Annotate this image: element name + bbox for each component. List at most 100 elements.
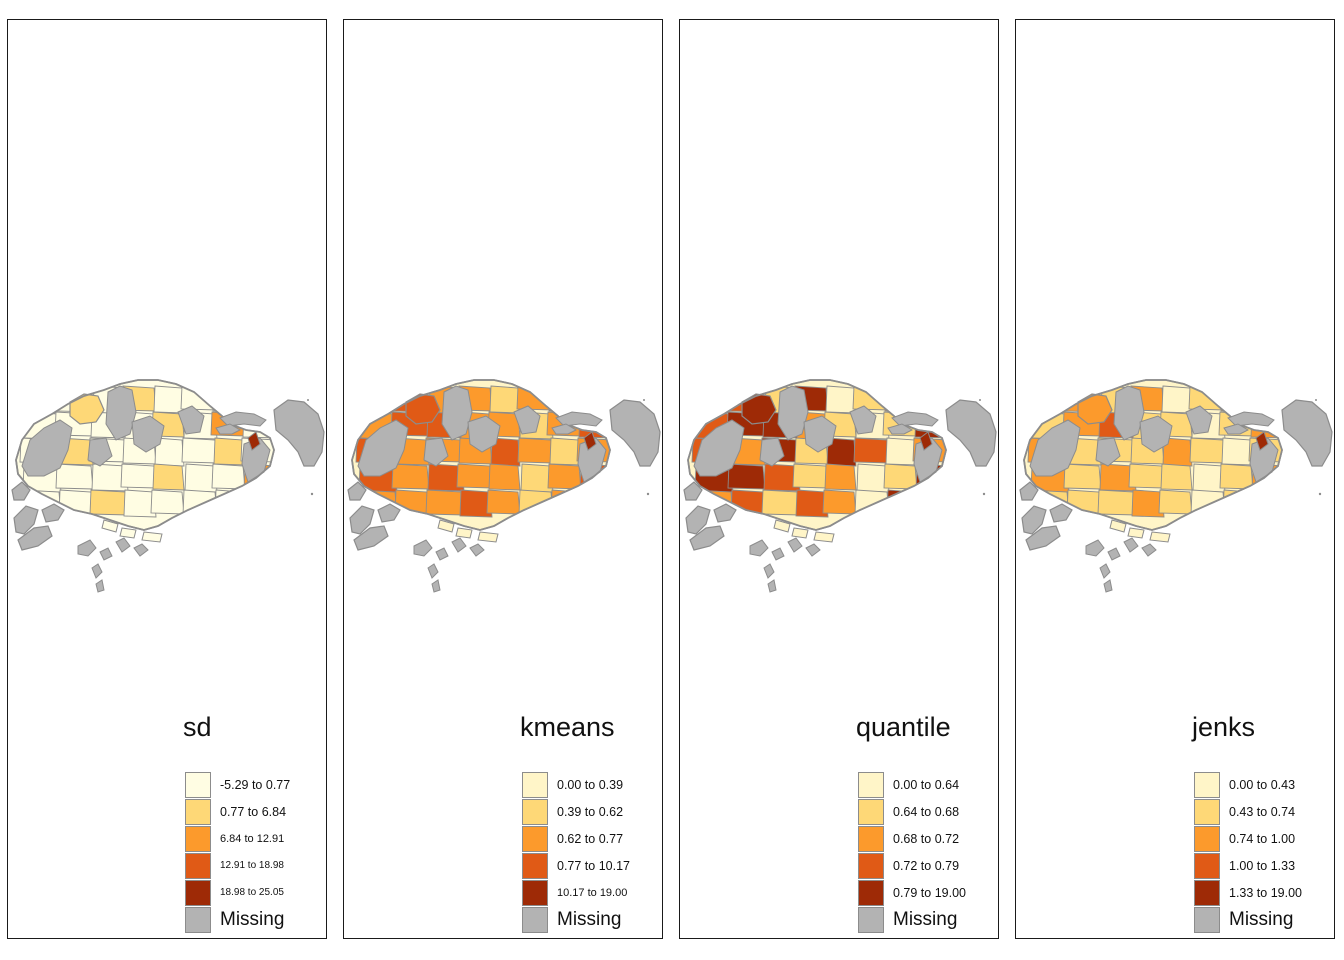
subzone (1063, 463, 1102, 490)
legend-item: 0.77 to 6.84 (185, 799, 325, 826)
islet (215, 423, 242, 435)
missing-subzone (693, 419, 745, 477)
legend-item-missing: Missing (858, 907, 998, 934)
legend-label: 0.77 to 10.17 (557, 859, 630, 873)
subzone (154, 437, 185, 467)
subzone (824, 463, 857, 491)
legend-swatch (522, 799, 548, 825)
subzone-northwest (405, 393, 441, 425)
subzone (120, 463, 157, 489)
subzone-east (247, 431, 261, 451)
changi-area (609, 399, 661, 467)
legend-label: 0.00 to 0.39 (557, 778, 624, 792)
subzone (1160, 463, 1193, 491)
islet (891, 411, 939, 427)
subzone (123, 489, 157, 518)
legend-label: 0.43 to 0.74 (1229, 805, 1296, 819)
legend-title: kmeans (520, 712, 615, 742)
tiny-islet (310, 492, 314, 496)
subzone-east (919, 431, 933, 451)
tiny-islet (646, 492, 650, 496)
legend-swatch (858, 772, 884, 798)
legend-item: 0.74 to 1.00 (1194, 826, 1334, 853)
legend-swatch (858, 826, 884, 852)
legend-label: 0.62 to 0.77 (557, 832, 624, 846)
islet (763, 563, 775, 579)
western-island (41, 503, 65, 523)
subzone (1131, 489, 1165, 518)
legend-swatch (858, 880, 884, 906)
legend-item: 0.00 to 0.39 (522, 772, 662, 799)
islet (767, 579, 777, 593)
legend-swatch (1194, 880, 1220, 906)
missing-subzone (21, 419, 73, 477)
subzone (548, 385, 582, 413)
southern-wharf (455, 527, 473, 539)
subzone (459, 489, 493, 518)
legend-label: -5.29 to 0.77 (220, 778, 291, 792)
southern-wharf (813, 531, 835, 543)
missing-subzone (1185, 405, 1213, 435)
missing-subzone (1139, 415, 1173, 453)
subzone (517, 437, 554, 464)
islet (551, 423, 578, 435)
legend-label: 1.00 to 1.33 (1229, 859, 1296, 873)
legend-label-missing: Missing (557, 909, 622, 930)
legend-item-missing: Missing (522, 907, 662, 934)
legend-item: 0.72 to 0.79 (858, 853, 998, 880)
islet (1223, 423, 1250, 435)
legend-item-missing: Missing (1194, 907, 1334, 934)
subzone (853, 437, 890, 464)
islet (77, 539, 97, 557)
missing-subzone (1029, 419, 1081, 477)
western-island (377, 503, 401, 523)
southern-wharf (1127, 527, 1145, 539)
legend-label: 0.68 to 0.72 (893, 832, 960, 846)
subzone (18, 385, 62, 411)
missing-subzone (177, 405, 205, 435)
subzone (761, 489, 801, 516)
subzone (580, 385, 610, 415)
legend-label-missing: Missing (220, 909, 285, 930)
islet (413, 539, 433, 557)
legend-item: -5.29 to 0.77 (185, 772, 325, 799)
legend-swatch (1194, 853, 1220, 879)
islet (555, 411, 603, 427)
map-kmeans (347, 379, 661, 593)
map-quantile (683, 379, 997, 593)
subzone (1128, 463, 1165, 489)
map-sd (11, 379, 325, 593)
subzone (489, 385, 521, 414)
western-island (1019, 481, 1039, 501)
subzone (214, 489, 246, 519)
tiny-islet (1315, 399, 1317, 401)
legend-swatch (185, 853, 211, 879)
subzone (913, 489, 946, 516)
subzone-northwest (69, 393, 105, 425)
tiny-islet (1318, 492, 1322, 496)
islet (133, 543, 149, 557)
legend-label: 0.72 to 0.79 (893, 859, 960, 873)
islet (1227, 411, 1275, 427)
legend-swatch (522, 826, 548, 852)
subzone (89, 489, 129, 516)
subzone (153, 385, 185, 414)
missing-subzone (423, 437, 449, 467)
map-jenks (1019, 379, 1333, 593)
legend-swatch (522, 772, 548, 798)
southern-wharf (119, 527, 137, 539)
subzone-northwest (741, 393, 777, 425)
islet (887, 423, 914, 435)
subzone (884, 385, 918, 413)
subzone (886, 489, 918, 519)
subzone (854, 489, 890, 517)
islet (1107, 547, 1121, 561)
subzone (486, 489, 521, 515)
southern-wharf (1149, 531, 1171, 543)
islet (1085, 539, 1105, 557)
legend-swatch (1194, 826, 1220, 852)
missing-subzone (1095, 437, 1121, 467)
legend-label: 18.98 to 25.05 (220, 887, 284, 898)
tiny-islet (979, 399, 981, 401)
subzone (1162, 437, 1193, 467)
